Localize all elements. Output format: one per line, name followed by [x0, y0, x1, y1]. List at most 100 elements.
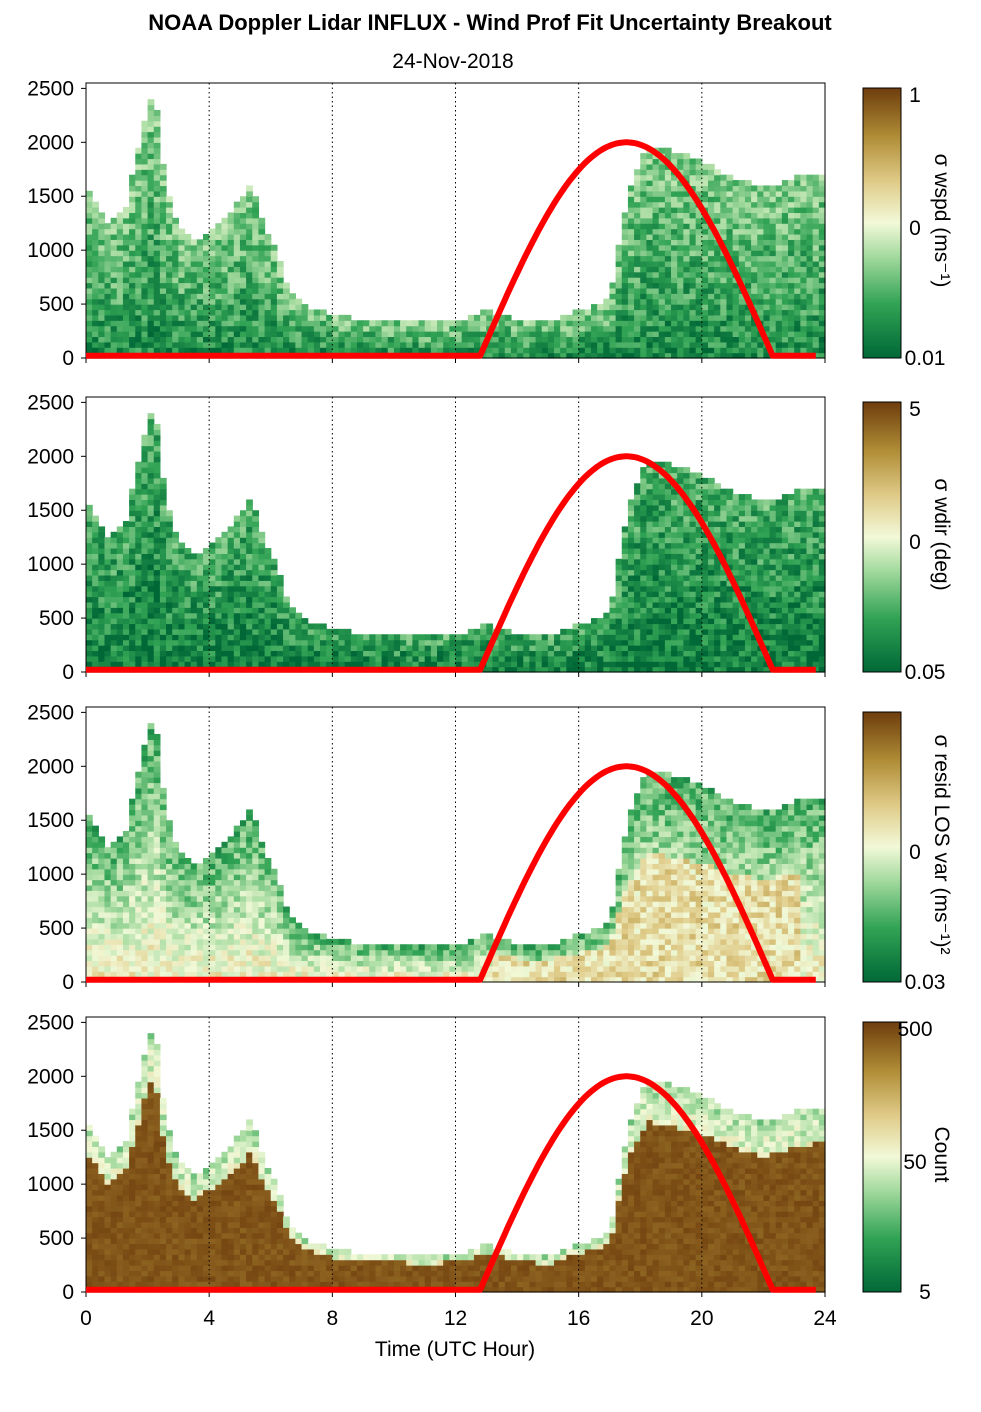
- heatmap-cell: [664, 282, 672, 289]
- heatmap-cell: [437, 650, 444, 657]
- heatmap-cell: [590, 309, 598, 316]
- heatmap-cell: [92, 336, 99, 343]
- heatmap-cell: [732, 612, 740, 619]
- heatmap-cell: [609, 650, 617, 657]
- heatmap-cell: [116, 639, 124, 646]
- heatmap-cell: [763, 293, 771, 300]
- heatmap-cell: [141, 158, 149, 165]
- heatmap-cell: [671, 196, 678, 203]
- heatmap-cell: [159, 180, 167, 187]
- heatmap-cell: [664, 169, 672, 176]
- heatmap-cell: [671, 293, 678, 300]
- heatmap-cell: [122, 266, 130, 273]
- heatmap-cell: [258, 250, 266, 257]
- heatmap-cell: [627, 618, 635, 625]
- heatmap-cell: [751, 282, 758, 289]
- heatmap-cell: [86, 325, 93, 332]
- heatmap-cell: [221, 547, 229, 554]
- heatmap-cell: [104, 282, 112, 289]
- heatmap-cell: [794, 314, 801, 321]
- heatmap-cell: [751, 233, 758, 240]
- heatmap-cell: [615, 271, 623, 278]
- heatmap-cell: [110, 623, 118, 630]
- heatmap-cell: [664, 239, 672, 246]
- heatmap-cell: [689, 666, 697, 673]
- heatmap-cell: [166, 521, 173, 528]
- heatmap-cell: [239, 537, 247, 544]
- heatmap-cell: [658, 526, 666, 533]
- heatmap-cell: [744, 190, 752, 197]
- heatmap-cell: [800, 531, 808, 538]
- heatmap-cell: [738, 255, 746, 262]
- heatmap-cell: [732, 250, 740, 257]
- heatmap-cell: [788, 596, 795, 603]
- heatmap-cell: [129, 574, 136, 581]
- heatmap-cell: [356, 336, 364, 343]
- heatmap-cell: [92, 623, 99, 630]
- heatmap-cell: [627, 601, 635, 608]
- heatmap-cell: [159, 515, 167, 522]
- heatmap-cell: [763, 499, 771, 506]
- heatmap-cell: [751, 634, 758, 641]
- heatmap-cell: [215, 650, 223, 657]
- heatmap-cell: [751, 212, 758, 219]
- heatmap-cell: [141, 564, 149, 571]
- heatmap-cell: [794, 645, 801, 652]
- heatmap-cell: [215, 325, 223, 332]
- heatmap-cell: [239, 515, 247, 522]
- heatmap-cell: [283, 314, 290, 321]
- heatmap-cell: [788, 212, 795, 219]
- heatmap-cell: [270, 591, 278, 598]
- heatmap-cell: [270, 287, 278, 294]
- heatmap-cell: [738, 585, 746, 592]
- heatmap-cell: [720, 212, 728, 219]
- heatmap-cell: [689, 309, 697, 316]
- heatmap-cell: [788, 574, 795, 581]
- heatmap-cell: [627, 277, 635, 284]
- heatmap-cell: [252, 207, 260, 214]
- heatmap-cell: [800, 325, 808, 332]
- heatmap-cell: [246, 271, 253, 278]
- heatmap-cell: [671, 255, 678, 262]
- heatmap-cell: [153, 174, 161, 181]
- heatmap-cell: [640, 282, 648, 289]
- heatmap-cell: [794, 655, 801, 662]
- heatmap-cell: [332, 661, 340, 668]
- heatmap-cell: [147, 645, 155, 652]
- heatmap-cell: [116, 553, 124, 560]
- heatmap-cell: [159, 634, 167, 641]
- heatmap-cell: [178, 558, 186, 565]
- heatmap-cell: [707, 180, 715, 187]
- heatmap-cell: [677, 158, 684, 165]
- heatmap-cell: [98, 623, 106, 630]
- heatmap-cell: [153, 266, 161, 273]
- heatmap-cell: [473, 661, 481, 668]
- heatmap-cell: [701, 558, 709, 565]
- heatmap-cell: [726, 293, 734, 300]
- heatmap-cell: [141, 580, 149, 587]
- heatmap-cell: [252, 580, 260, 587]
- heatmap-cell: [529, 666, 537, 673]
- heatmap-cell: [621, 591, 629, 598]
- heatmap-cell: [215, 645, 223, 652]
- heatmap-cell: [172, 661, 179, 668]
- heatmap-cell: [775, 569, 783, 576]
- heatmap-cell: [634, 645, 641, 652]
- heatmap-cell: [603, 612, 611, 619]
- heatmap-cell: [732, 601, 740, 608]
- heatmap-cell: [270, 250, 278, 257]
- heatmap-cell: [775, 325, 783, 332]
- heatmap-cell: [209, 271, 216, 278]
- heatmap-cell: [227, 596, 235, 603]
- heatmap-cell: [627, 542, 635, 549]
- heatmap-cell: [332, 331, 340, 338]
- heatmap-cell: [726, 212, 734, 219]
- heatmap-cell: [646, 260, 654, 267]
- heatmap-cell: [252, 239, 260, 246]
- heatmap-cell: [523, 331, 530, 338]
- heatmap-cell: [98, 526, 106, 533]
- heatmap-cell: [252, 336, 260, 343]
- heatmap-cell: [424, 331, 432, 338]
- heatmap-cell: [387, 650, 395, 657]
